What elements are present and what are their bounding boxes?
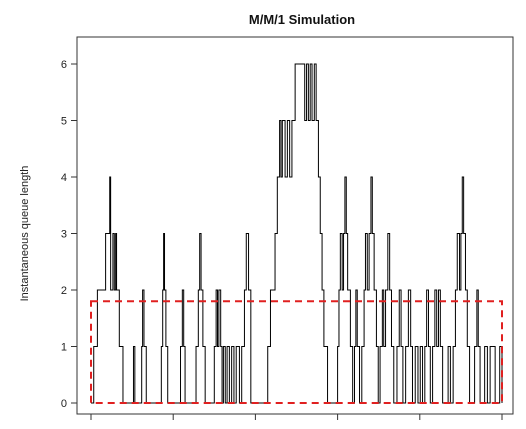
mean-queue-box — [90, 300, 503, 404]
y-tick-label: 6 — [61, 59, 67, 71]
y-axis-label: Instantaneous queue length — [19, 166, 31, 302]
y-tick-label: 3 — [61, 229, 67, 241]
y-tick-label: 2 — [61, 285, 67, 297]
y-tick-label: 4 — [61, 172, 67, 184]
y-tick-label: 1 — [61, 342, 67, 354]
queue-length-line — [91, 63, 503, 404]
chart-title: M/M/1 Simulation — [249, 12, 355, 27]
y-axis: 0 1 2 3 4 5 6 — [61, 59, 77, 410]
y-tick-label: 5 — [61, 116, 67, 128]
x-axis — [90, 414, 503, 420]
plot-frame — [76, 36, 514, 415]
y-tick-label: 0 — [61, 398, 67, 410]
